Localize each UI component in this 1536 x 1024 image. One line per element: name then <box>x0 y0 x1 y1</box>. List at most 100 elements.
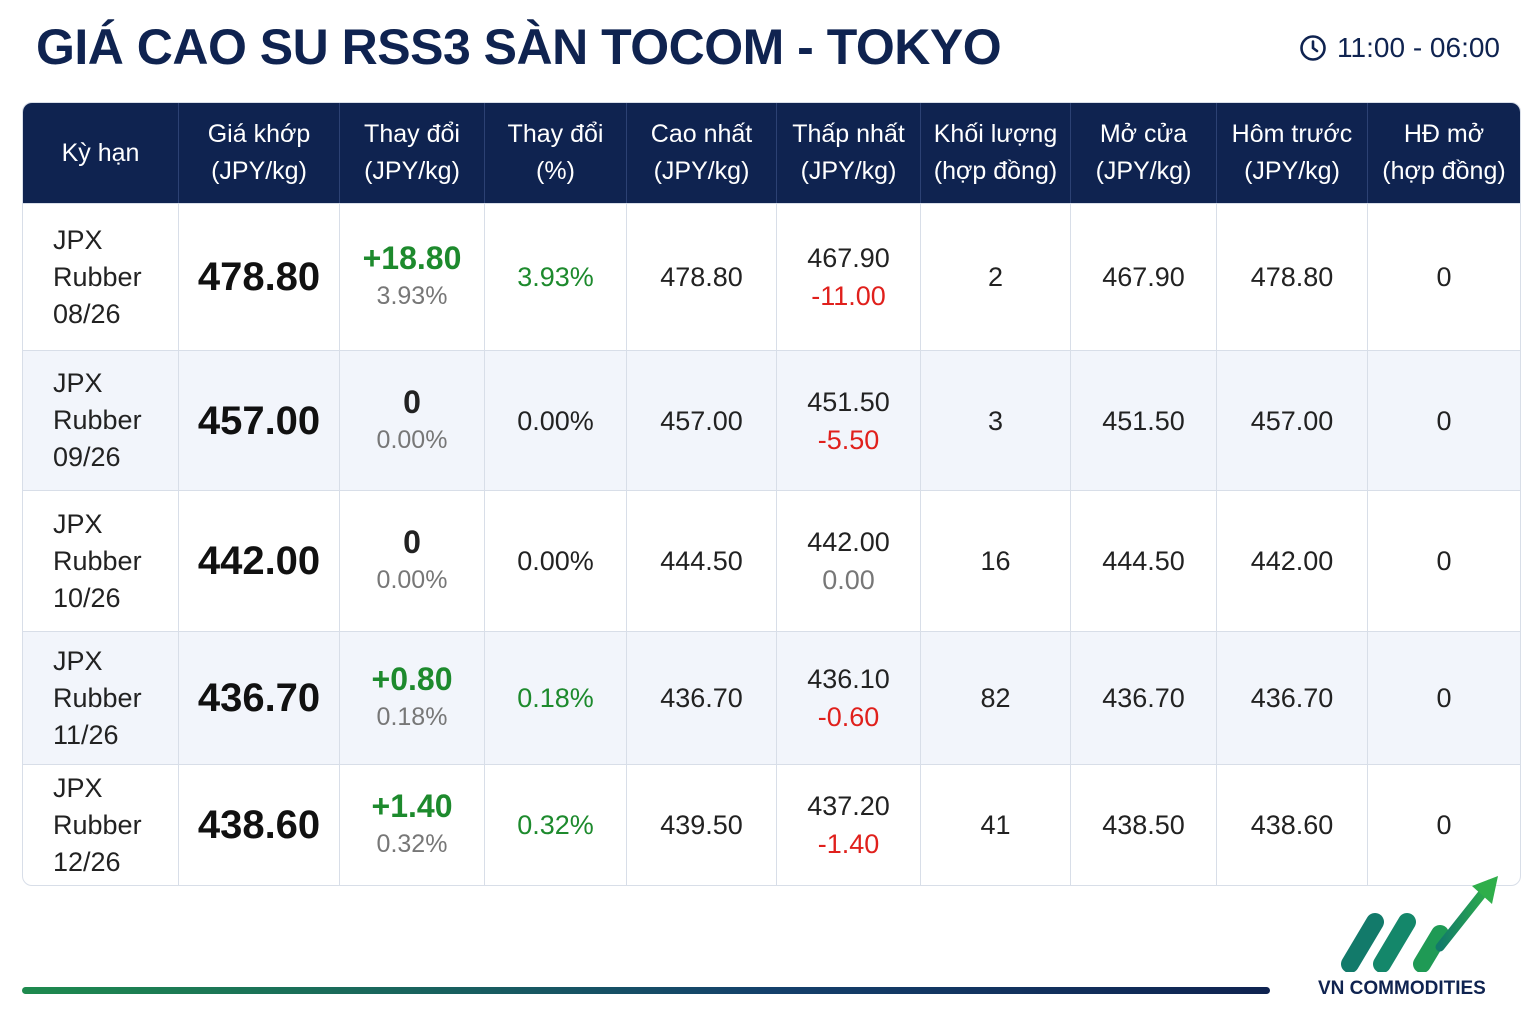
table-cell: 436.10 -0.60 <box>777 631 921 764</box>
header-line: Thấp nhất <box>792 120 905 148</box>
match-price: 442.00 <box>197 539 321 583</box>
change-value: +18.80 <box>362 240 462 276</box>
low-price: 451.50 <box>807 386 890 417</box>
table-cell: 451.50 -5.50 <box>777 350 921 490</box>
low-change: -1.40 <box>817 829 880 859</box>
cell-value: 0 <box>1436 262 1452 292</box>
footer-bar <box>22 987 1270 994</box>
column-header: Cao nhất (JPY/kg) <box>627 103 777 203</box>
header-row: Kỳ hạn Giá khớp (JPY/kg) Thay đổi (JPY/kg) Th… <box>23 103 1520 203</box>
header-line: Hôm trước <box>1231 120 1353 148</box>
change-percent: 0.00% <box>376 425 448 454</box>
header-line: (hợp đồng) <box>933 157 1058 185</box>
low-price: 467.90 <box>807 243 890 273</box>
table-cell: 16 <box>921 490 1071 631</box>
table-cell: JPX Rubber 12/26 <box>23 764 179 885</box>
low-change: -0.60 <box>817 702 880 732</box>
cell-value: 457.00 <box>660 405 743 436</box>
table-cell: +0.80 0.18% <box>340 631 485 764</box>
match-price: 478.80 <box>197 255 321 299</box>
change-percent: 0.00% <box>376 566 448 594</box>
contract-term: JPX Rubber 10/26 <box>53 508 142 613</box>
column-header: Kỳ hạn <box>23 103 179 203</box>
table-cell: 467.90 -11.00 <box>777 203 921 350</box>
cell-value: 82 <box>980 683 1011 713</box>
table-cell: 436.70 <box>1217 631 1368 764</box>
cell-value: 439.50 <box>660 810 743 840</box>
table-cell: 82 <box>921 631 1071 764</box>
change-value: +1.40 <box>371 788 453 824</box>
table-cell: 439.50 <box>627 764 777 885</box>
cell-value: 438.60 <box>1250 810 1334 840</box>
match-price: 438.60 <box>197 803 321 847</box>
cell-value: 442.00 <box>1250 546 1334 576</box>
change-percent: 3.93% <box>376 282 448 310</box>
low-change: -11.00 <box>811 281 886 311</box>
table-cell: JPX Rubber 11/26 <box>23 631 179 764</box>
change-percent: 0.18% <box>376 703 448 731</box>
table-cell: 457.00 <box>627 350 777 490</box>
table-row: JPX Rubber 11/26 436.70 +0.80 0.18% 0.18% 436… <box>23 631 1520 764</box>
table-cell: 0 <box>1368 490 1520 631</box>
table-cell: +18.80 3.93% <box>340 203 485 350</box>
header-line: HĐ mở <box>1403 120 1485 148</box>
cell-value: 467.90 <box>1102 262 1185 292</box>
cell-value: 0 <box>1436 683 1452 713</box>
table-cell: 444.50 <box>627 490 777 631</box>
cell-value: 2 <box>987 262 1004 292</box>
table-cell: 437.20 -1.40 <box>777 764 921 885</box>
table-cell: JPX Rubber 08/26 <box>23 203 179 350</box>
header-line: (JPY/kg) <box>653 157 750 185</box>
column-header: Thay đổi (%) <box>485 103 627 203</box>
header-line: Kỳ hạn <box>61 138 140 167</box>
contract-term: JPX Rubber 12/26 <box>53 772 142 877</box>
brand-name: VN COMMODITIES <box>1318 978 1486 999</box>
table-cell: 0 0.00% <box>340 490 485 631</box>
change-value: 0 <box>403 383 421 420</box>
change-value: 0 <box>403 524 421 560</box>
price-table: Kỳ hạn Giá khớp (JPY/kg) Thay đổi (JPY/kg) Th… <box>22 102 1521 886</box>
contract-term: JPX Rubber 11/26 <box>53 645 142 750</box>
table-cell: 467.90 <box>1071 203 1217 350</box>
table-cell: 2 <box>921 203 1071 350</box>
table-cell: JPX Rubber 10/26 <box>23 490 179 631</box>
header-line: (JPY/kg) <box>211 157 307 185</box>
table-cell: 436.70 <box>179 631 340 764</box>
cell-value: 451.50 <box>1102 405 1185 436</box>
table-cell: 457.00 <box>179 350 340 490</box>
table-cell: 0 <box>1368 764 1520 885</box>
contract-term: JPX Rubber 09/26 <box>53 368 142 472</box>
column-header: Mở cửa (JPY/kg) <box>1071 103 1217 203</box>
column-header: Thay đổi (JPY/kg) <box>340 103 485 203</box>
table-cell: 442.00 <box>1217 490 1368 631</box>
session-time: 11:00 - 06:00 <box>1299 32 1500 64</box>
cell-value: 457.00 <box>1250 405 1334 436</box>
low-change: 0.00 <box>822 565 875 595</box>
table-cell: 0.32% <box>485 764 627 885</box>
low-change: -5.50 <box>817 424 880 455</box>
change-value: +0.80 <box>371 661 453 697</box>
table-cell: 442.00 0.00 <box>777 490 921 631</box>
table-cell: 438.60 <box>1217 764 1368 885</box>
clock-icon <box>1300 35 1326 61</box>
cell-value: 478.80 <box>1250 262 1334 292</box>
header-line: Khối lượng <box>933 120 1058 148</box>
header-line: (%) <box>536 157 575 185</box>
header-line: Thay đổi <box>507 120 604 148</box>
table-row: JPX Rubber 08/26 478.80 +18.80 3.93% 3.93% 47… <box>23 203 1520 350</box>
table-header: Kỳ hạn Giá khớp (JPY/kg) Thay đổi (JPY/kg) Th… <box>23 103 1520 203</box>
match-price: 457.00 <box>197 398 321 443</box>
cell-value: 0 <box>1436 546 1452 576</box>
time-text: 11:00 - 06:00 <box>1337 32 1500 63</box>
cell-value: 0 <box>1436 810 1452 840</box>
header-line: Mở cửa <box>1099 120 1188 148</box>
column-header: Thấp nhất (JPY/kg) <box>777 103 921 203</box>
table-cell: 3 <box>921 350 1071 490</box>
table-cell: 478.80 <box>179 203 340 350</box>
table-cell: 438.50 <box>1071 764 1217 885</box>
table-cell: 478.80 <box>1217 203 1368 350</box>
cell-value: 436.70 <box>1102 683 1185 713</box>
table-cell: 436.70 <box>1071 631 1217 764</box>
table-row: JPX Rubber 10/26 442.00 0 0.00% 0.00% 444.50 4… <box>23 490 1520 631</box>
cell-value: 444.50 <box>1102 546 1185 576</box>
